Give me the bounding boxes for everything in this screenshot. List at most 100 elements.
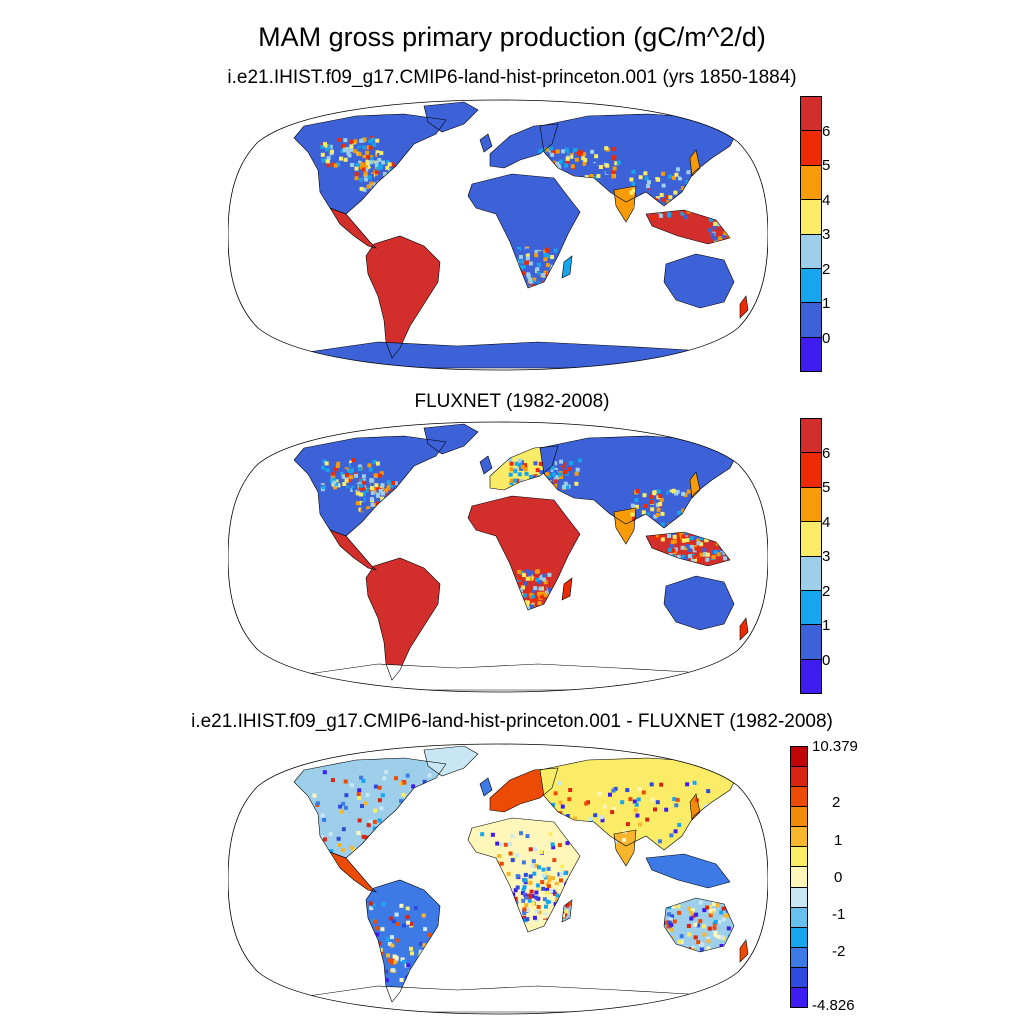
colorbar-swatch [801,419,821,454]
coastline [423,745,479,777]
colorbar-swatch [791,987,807,1008]
colorbar-swatch [791,767,807,788]
land-sea [646,854,730,888]
coastline [467,495,581,611]
coastline [467,817,581,933]
colorbar-swatch [801,165,821,201]
colorbar-label: 1 [822,617,831,634]
land-ant [308,986,728,1012]
coastline [689,471,701,499]
colorbar-swatch [791,827,807,848]
colorbar-label: -1 [832,906,846,923]
land-nz [740,618,748,640]
land-af [468,496,580,610]
land-eu [490,768,558,812]
colorbar-swatch [801,522,821,557]
coastline [489,123,559,169]
land-aus [664,576,734,630]
panel-title-fluxnet: FLUXNET (1982-2008) [414,391,610,412]
colorbar-swatch [801,200,821,235]
colorbar-label: 2 [822,583,831,600]
colorbar-swatch [791,927,807,948]
colorbar-swatch [801,453,821,488]
coastline [479,777,493,797]
coastline [739,295,749,319]
coastline [423,423,479,455]
colorbar-swatch [791,947,807,968]
land-sa [366,236,440,358]
coastline [423,101,479,133]
coastline [663,897,735,953]
coastline [663,253,735,309]
coastline [293,757,447,859]
land-uk [480,778,492,796]
land-af [468,174,580,288]
colorbar-label: 2 [822,261,831,278]
coastline [479,455,493,475]
land-uk [480,134,492,152]
colorbar-swatch [801,625,821,660]
coastline [479,133,493,153]
coastline [489,767,559,813]
colorbar-label: 4 [822,192,831,209]
colorbar-label: 2 [832,794,841,811]
coastline [329,529,377,571]
panel-title-model: i.e21.IHIST.f09_g17.CMIP6-land-hist-prin… [227,67,797,88]
figure-title: MAM gross primary production (gC/m^2/d) [258,22,766,52]
land-mad [562,578,572,600]
land-aus [664,254,734,308]
land-asia [540,436,738,528]
coastline [329,207,377,249]
land-sa [366,880,440,1002]
colorbar-swatch [801,303,821,338]
panel-title-difference: i.e21.IHIST.f09_g17.CMIP6-land-hist-prin… [191,711,833,732]
land-asia [540,114,738,206]
land-india [614,186,636,222]
colorbar-swatch [791,867,807,888]
map-difference [228,743,768,1015]
map-border [228,421,768,693]
land-ant [308,664,728,690]
coastline [613,507,637,545]
colorbar-swatch [801,97,821,132]
colorbar-label: 1 [834,832,843,849]
coastline [365,235,441,359]
land-nz [740,940,748,962]
colorbar-swatch [791,787,807,808]
coastline [689,149,701,177]
colorbar-label: 6 [822,445,831,462]
colorbar-fluxnet [800,418,822,694]
coastline [365,879,441,1003]
coastline [739,939,749,963]
map-model [228,99,768,371]
colorbar-label: -2 [832,943,846,960]
land-mad [562,256,572,278]
colorbar-label: 5 [822,479,831,496]
colorbar-swatch [801,337,821,371]
land-ca [330,530,376,570]
colorbar-swatch [801,487,821,523]
colorbar-swatch [791,847,807,868]
land-ant [308,342,728,368]
colorbar-swatch [801,590,821,626]
colorbar-swatch [801,659,821,693]
coastline [613,185,637,223]
colorbar-swatch [791,887,807,908]
land-india [614,508,636,544]
colorbar-swatch [791,807,807,828]
colorbar-swatch [801,131,821,166]
land-greenland [424,746,478,776]
coastline [329,851,377,893]
land-nz [740,296,748,318]
coastline [561,255,573,279]
coastline [293,435,447,537]
coastline [689,793,701,821]
colorbar-swatch [791,967,807,988]
colorbar-swatch [801,268,821,304]
land-sa [366,558,440,680]
land-ca [330,852,376,892]
map-fluxnet [228,421,768,693]
land-ca [330,208,376,248]
colorbar-label: 3 [822,548,831,565]
colorbar-swatch [791,747,807,768]
